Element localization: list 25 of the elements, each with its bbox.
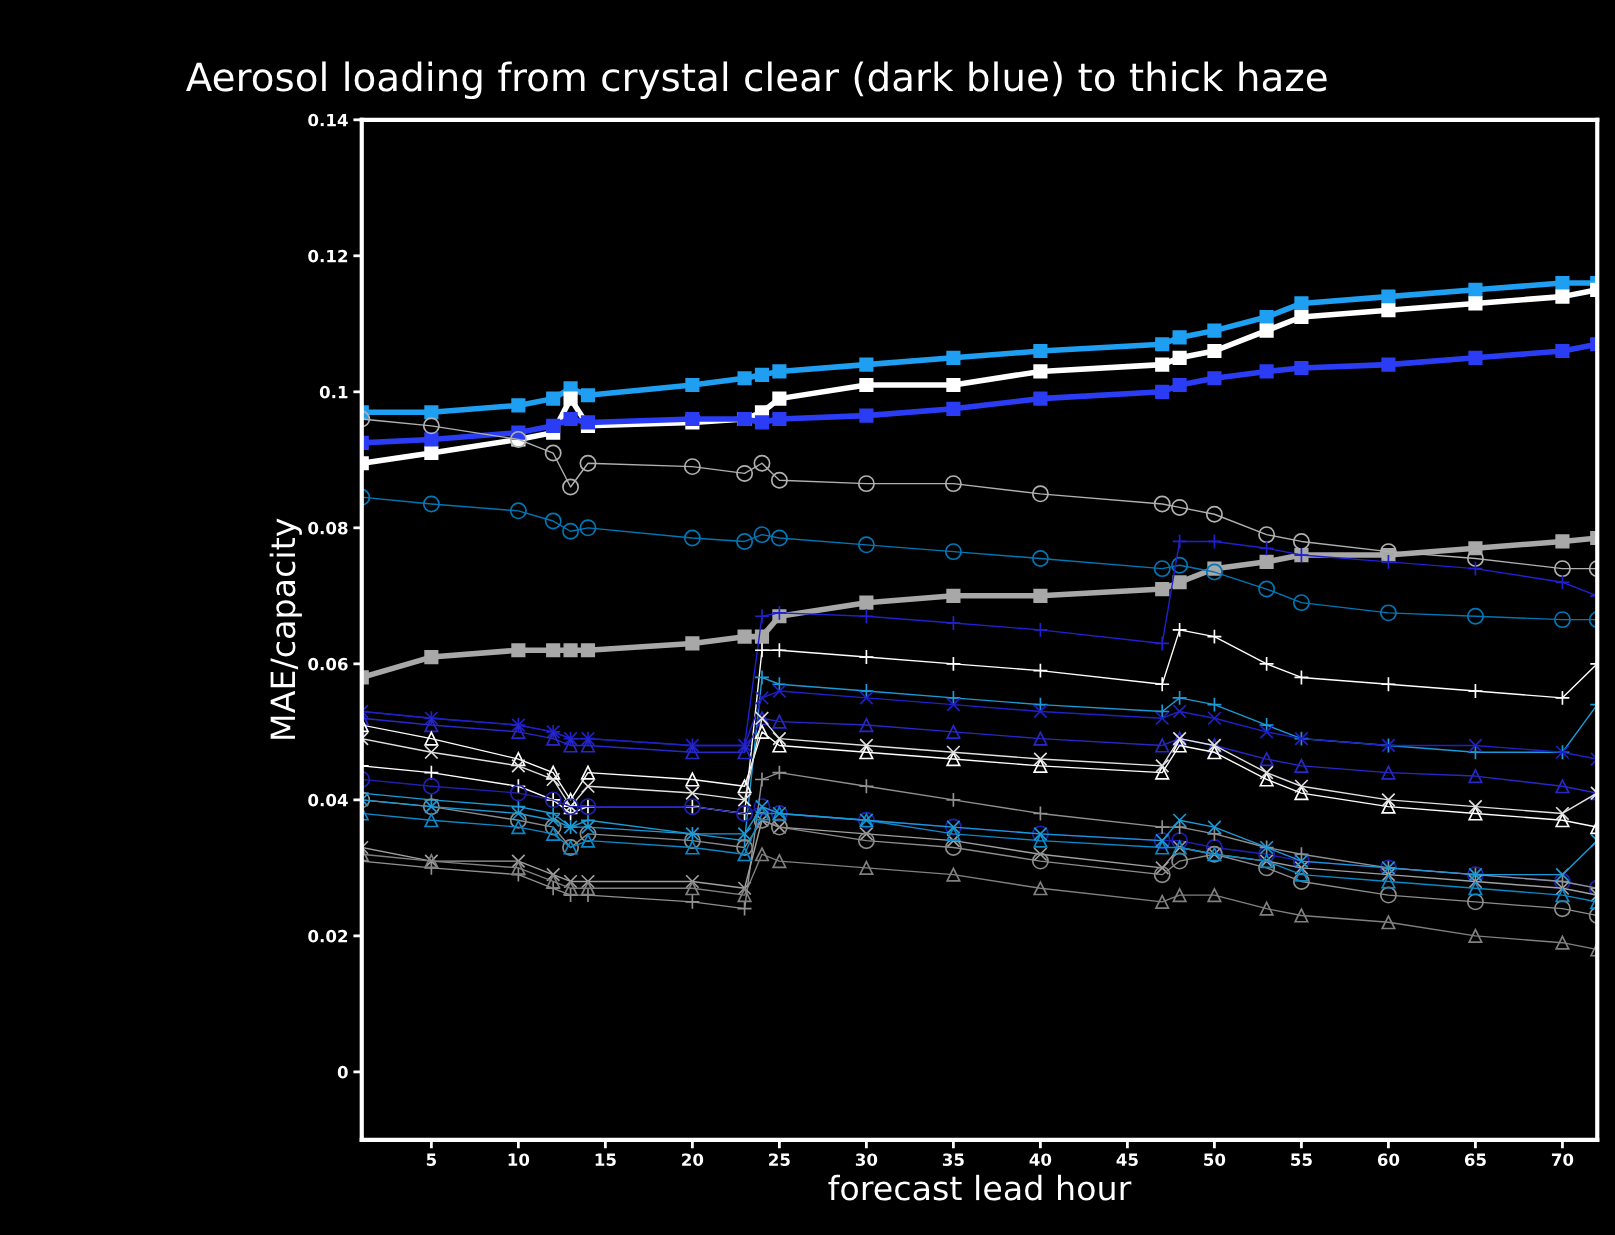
x-axis-title: forecast lead hour [828, 1174, 1132, 1201]
x-tick-label: 50 [1204, 1153, 1226, 1166]
x-tick-label: 10 [508, 1153, 530, 1166]
x-tick-label: 35 [942, 1153, 964, 1166]
x-tick-label: 45 [1116, 1153, 1138, 1166]
y-tick-label: 0.14 [308, 113, 348, 127]
x-tick-label: 5 [426, 1153, 436, 1166]
x-tick-label: 30 [855, 1153, 878, 1166]
y-tick-label: 0.12 [308, 249, 348, 263]
y-tick-label: 0.02 [308, 929, 348, 943]
x-tick-label: 65 [1464, 1153, 1486, 1166]
x-tick-label: 25 [769, 1153, 790, 1166]
y-tick-label: 0.1 [319, 385, 348, 399]
y-axis-title: MAE/capacity [269, 518, 302, 739]
y-tick-label: 0.04 [308, 793, 348, 807]
x-tick-label: 15 [595, 1153, 616, 1166]
x-tick-label: 60 [1377, 1153, 1400, 1166]
x-tick-label: 40 [1029, 1153, 1052, 1166]
y-tick-label: 0.06 [308, 657, 348, 671]
y-tick-label: 0 [337, 1065, 348, 1079]
y-tick-label: 0.08 [308, 521, 348, 535]
chart-title: Aerosol loading from crystal clear (dark blue) to thick haze [186, 61, 1327, 100]
x-tick-label: 70 [1551, 1153, 1574, 1166]
x-tick-label: 20 [682, 1153, 704, 1166]
x-tick-label: 55 [1291, 1153, 1312, 1166]
